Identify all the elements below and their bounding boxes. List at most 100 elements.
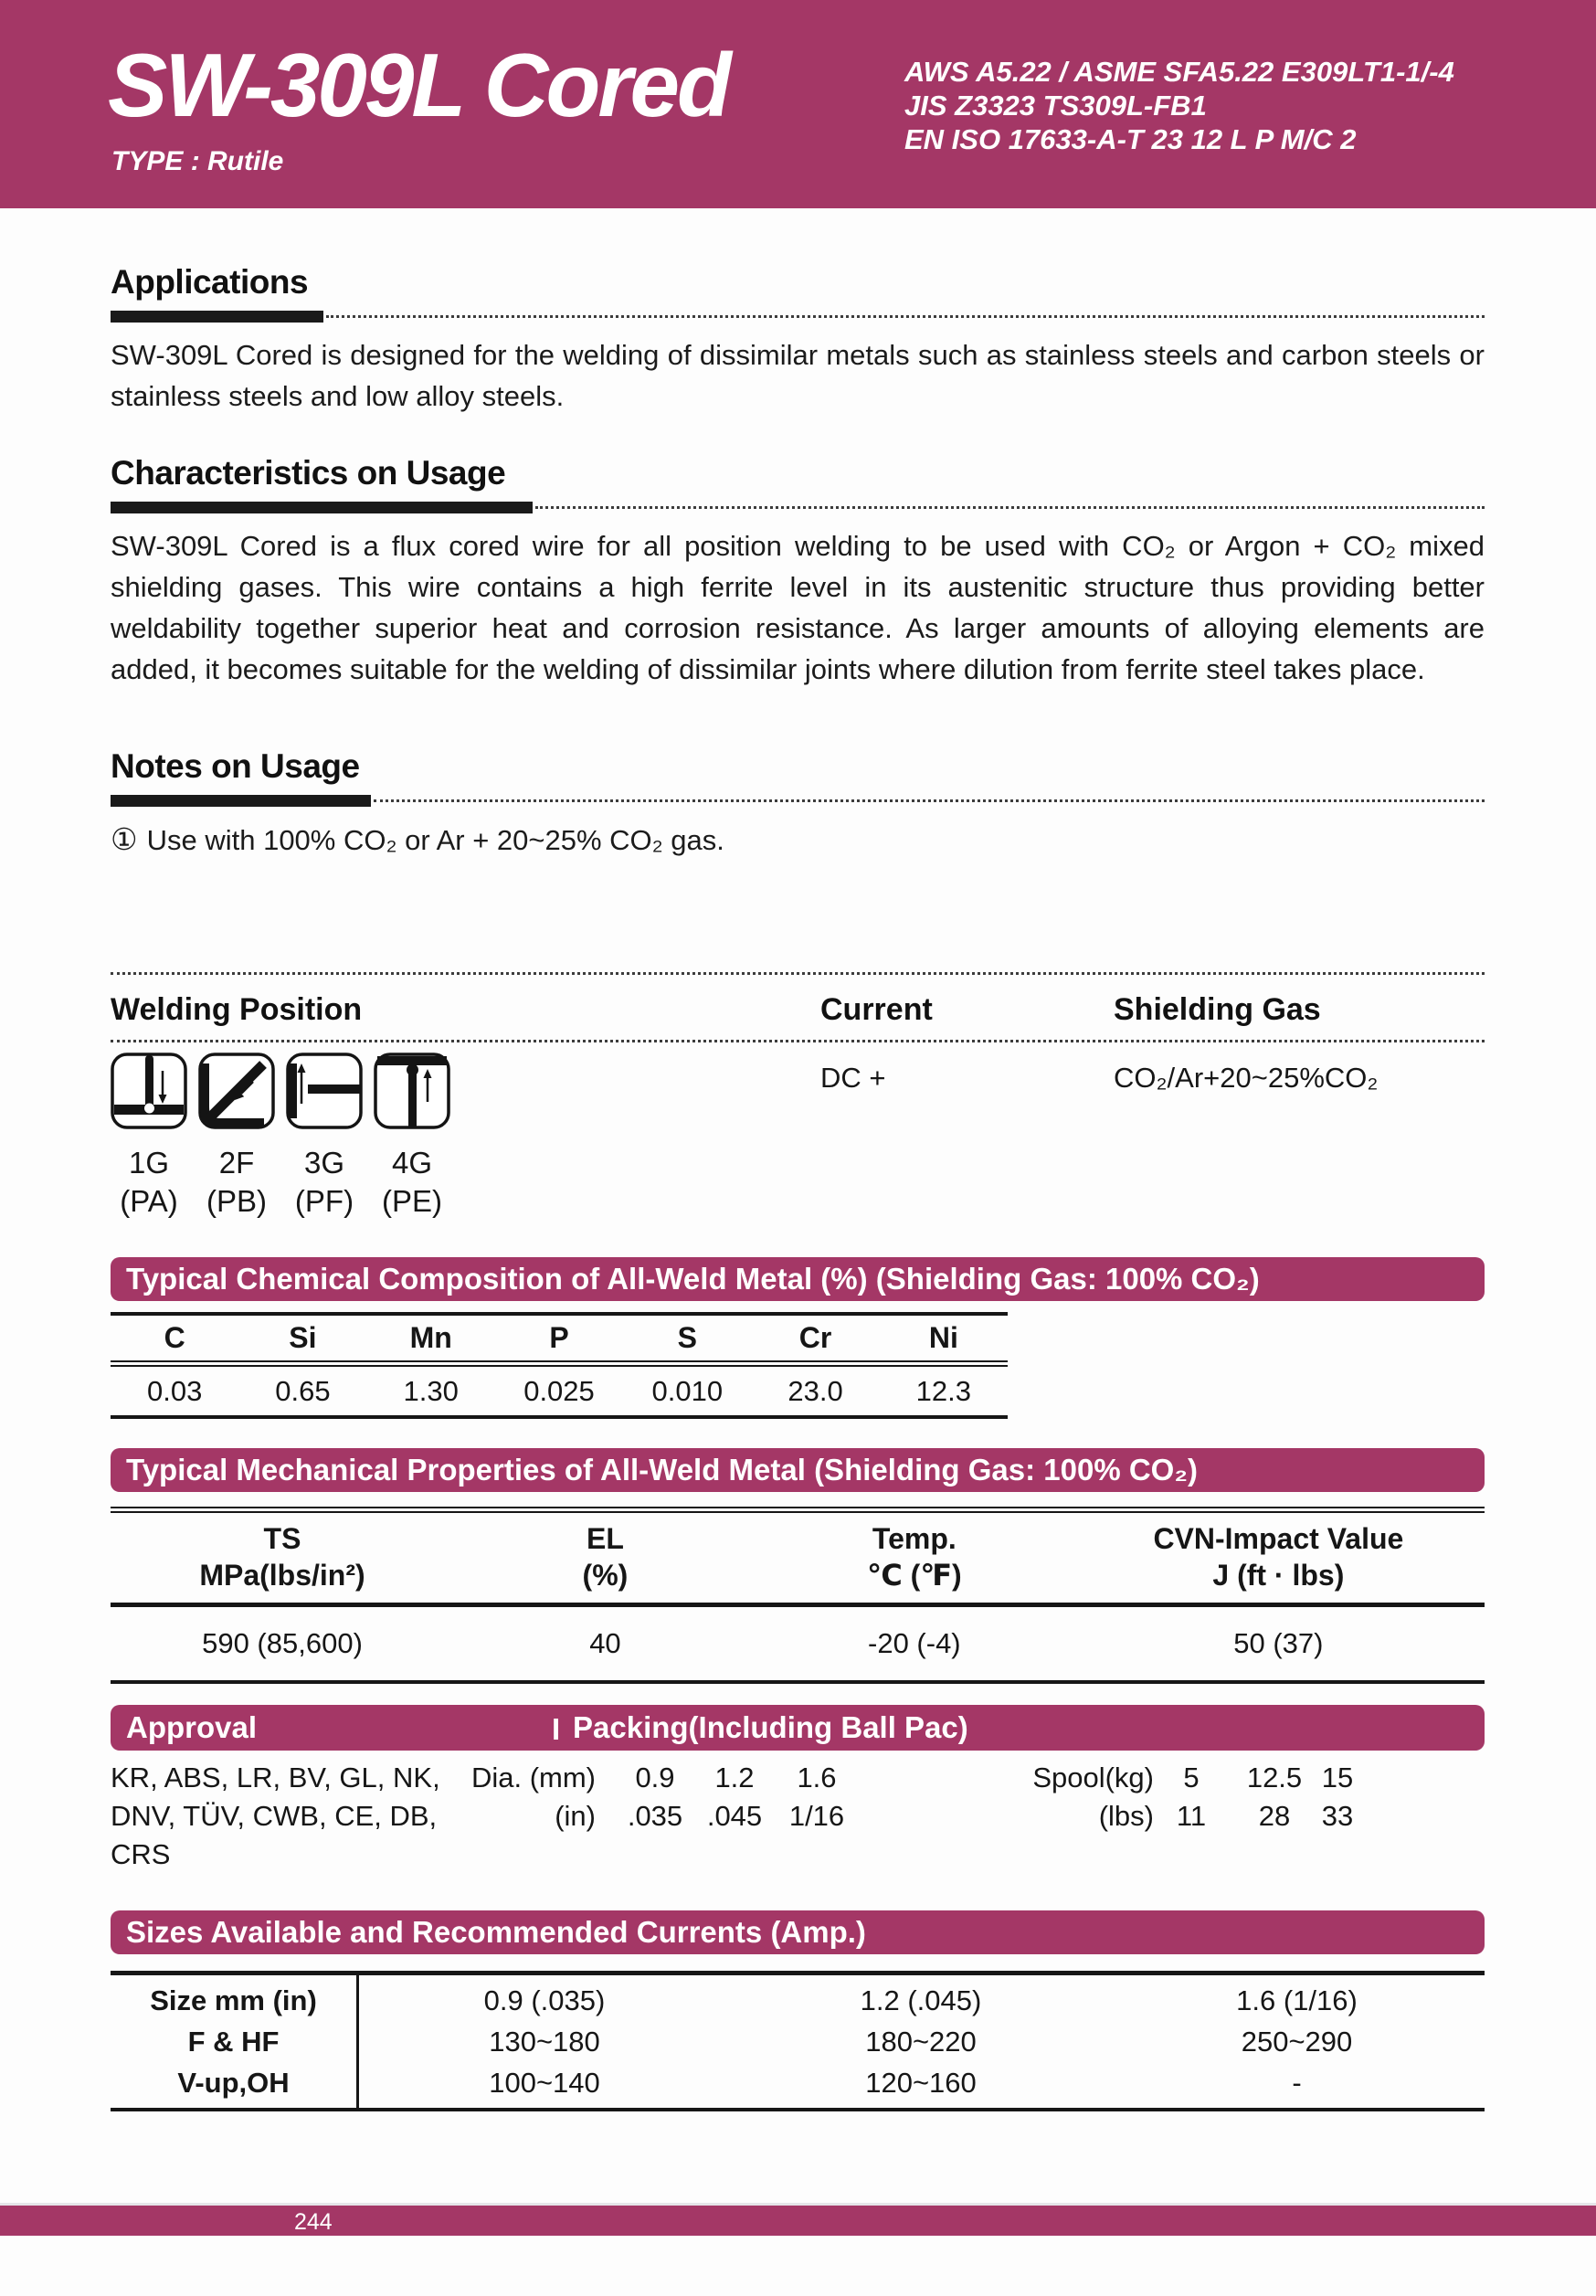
spool-lbs-value: 33 (1321, 1800, 1354, 1832)
cell-value: 100~140 (489, 2066, 600, 2099)
cell-value: 1.6 (1/16) (1236, 1984, 1358, 2016)
spec-line-iso: EN ISO 17633-A-T 23 12 L P M/C 2 (904, 123, 1357, 155)
cell-value: 50 (37) (1233, 1627, 1324, 1659)
spool-lbs-label: (lbs) (1098, 1800, 1154, 1832)
position-name: (PA) (120, 1184, 178, 1218)
spec-codes: AWS A5.22 / ASME SFA5.22 E309LT1-1/-4 JI… (904, 55, 1454, 156)
current-value: DC + (820, 1062, 886, 1094)
product-title: SW-309L Cored (108, 35, 732, 135)
col-header-line: MPa(lbs/in²) (199, 1559, 365, 1592)
col-header-line: CVN-Impact Value (1153, 1522, 1404, 1555)
approval-packing-title-bar: Approval I Packing(Including Ball Pac) (111, 1705, 1485, 1751)
cell-value: 180~220 (865, 2025, 977, 2058)
section-divider (111, 972, 1485, 975)
col-header-line: TS (263, 1522, 301, 1555)
section-welding: Welding Position Current Shielding Gas (111, 992, 1485, 1239)
chemical-table-header: C Si Mn P S Cr Ni (111, 1316, 1008, 1367)
cell-value: 0.65 (275, 1374, 331, 1407)
mechanical-table-header: TS MPa(lbs/in²) EL (%) Temp. ℃ (℉) CVN-I… (111, 1513, 1485, 1607)
chemical-title: Typical Chemical Composition of All-Weld… (126, 1262, 1260, 1296)
position-name-labels: (PA) (PB) (PF) (PE) (111, 1184, 450, 1219)
shielding-gas-heading: Shielding Gas (1114, 992, 1321, 1027)
cell-value: 130~180 (489, 2025, 600, 2058)
position-code: 4G (391, 1146, 433, 1180)
cell-value: -20 (-4) (868, 1627, 961, 1659)
col-header: Ni (928, 1321, 958, 1354)
cell-value: 0.03 (146, 1374, 203, 1407)
table-row: Size mm (in) 0.9 (.035) 1.2 (.045) 1.6 (… (111, 1980, 1485, 2021)
spool-lbs-value: 11 (1176, 1800, 1207, 1832)
approval-line: KR, ABS, LR, BV, GL, NK, (111, 1762, 440, 1793)
col-header: Cr (798, 1321, 832, 1354)
notes-heading: Notes on Usage (111, 747, 360, 785)
heading-rule (111, 794, 1485, 807)
overhead-position-icon (374, 1053, 450, 1129)
spec-line-aws: AWS A5.22 / ASME SFA5.22 E309LT1-1/-4 (904, 56, 1454, 88)
dia-in-value: .045 (706, 1800, 763, 1832)
rule-solid (111, 794, 371, 807)
cell-value: 40 (589, 1627, 621, 1659)
table-row: F & HF 130~180 180~220 250~290 (111, 2021, 1485, 2062)
position-code: 2F (218, 1146, 255, 1180)
spool-kg-value: 15 (1321, 1762, 1354, 1793)
cell-value: - (1292, 2066, 1302, 2099)
rule-dotted (326, 314, 1485, 318)
cell-value: 0.025 (523, 1374, 595, 1407)
chemical-table: C Si Mn P S Cr Ni 0.03 0.65 1.30 0.025 0… (111, 1312, 1008, 1419)
chemical-title-bar: Typical Chemical Composition of All-Weld… (111, 1257, 1485, 1301)
sizes-title: Sizes Available and Recommended Currents… (126, 1915, 866, 1949)
dia-mm-value: 1.2 (714, 1762, 755, 1793)
welding-rule-dotted (111, 1040, 1485, 1042)
applications-heading: Applications (111, 263, 309, 301)
spool-kg-value: 5 (1183, 1762, 1200, 1793)
flat-position-icon (111, 1053, 187, 1129)
col-header-cvn: CVN-Impact Value J (ft · lbs) (1073, 1520, 1485, 1593)
col-header: S (677, 1321, 697, 1354)
section-characteristics: Characteristics on Usage SW-309L Cored i… (111, 454, 1485, 690)
mechanical-title-bar: Typical Mechanical Properties of All-Wel… (111, 1448, 1485, 1492)
rule-dotted (535, 505, 1485, 509)
rule-dotted (374, 799, 1485, 802)
cell-value: 1.2 (.045) (860, 1984, 982, 2016)
position-code: 3G (303, 1146, 345, 1180)
position-name: (PE) (382, 1184, 442, 1218)
spec-line-jis: JIS Z3323 TS309L-FB1 (904, 90, 1207, 122)
footer-bar: 244 (0, 2203, 1596, 2236)
position-code: 1G (128, 1146, 170, 1180)
col-header: P (549, 1321, 569, 1354)
characteristics-heading: Characteristics on Usage (111, 454, 506, 492)
row-label: Size mm (in) (150, 1984, 317, 2016)
cell-value: 0.010 (651, 1374, 724, 1407)
dia-mm-value: 1.6 (797, 1762, 837, 1793)
dia-mm-label: Dia. (mm) (470, 1762, 596, 1793)
position-name: (PB) (206, 1184, 267, 1218)
mechanical-title: Typical Mechanical Properties of All-Wel… (126, 1453, 1198, 1487)
packing-title: Packing(Including Ball Pac) (573, 1710, 968, 1744)
col-header: C (164, 1321, 185, 1354)
cell-value: 23.0 (787, 1374, 843, 1407)
heading-rule (111, 501, 1485, 513)
sizes-table-divider (356, 1975, 359, 2108)
dia-in-label: (in) (555, 1800, 596, 1832)
col-header-line: ℃ (℉) (866, 1559, 962, 1592)
spool-kg-label: Spool(kg) (1032, 1762, 1154, 1793)
spool-lbs-value: 28 (1258, 1800, 1291, 1832)
col-header: Si (289, 1321, 317, 1354)
position-name: (PF) (294, 1184, 354, 1218)
rule-solid (111, 501, 533, 513)
dia-mm-value: 0.9 (635, 1762, 675, 1793)
product-type-label: TYPE : Rutile (111, 146, 284, 176)
cell-value: 120~160 (865, 2066, 977, 2099)
col-header-line: J (ft · lbs) (1212, 1559, 1345, 1592)
col-header: Mn (409, 1321, 452, 1354)
shielding-gas-value: CO₂/Ar+20~25%CO₂ (1114, 1062, 1379, 1094)
position-icons (111, 1053, 450, 1129)
sizes-title-bar: Sizes Available and Recommended Currents… (111, 1910, 1485, 1954)
cell-value: 250~290 (1241, 2025, 1353, 2058)
horizontal-fillet-position-icon (198, 1053, 275, 1129)
spool-kg-value: 12.5 (1246, 1762, 1303, 1793)
dia-in-value: .035 (627, 1800, 683, 1832)
notes-item: ① Use with 100% CO₂ or Ar + 20~25% CO₂ ga… (111, 821, 1485, 857)
approval-title: Approval (126, 1710, 258, 1744)
